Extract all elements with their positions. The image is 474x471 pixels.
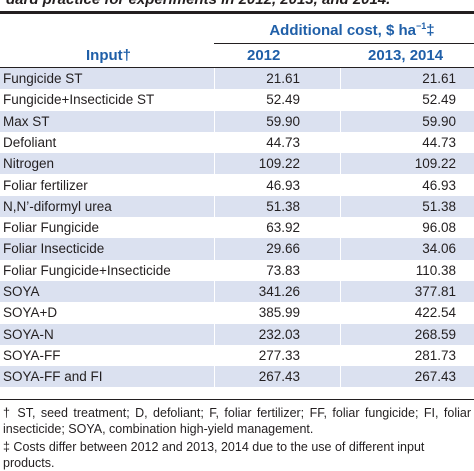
input-cell: Foliar Insecticide <box>3 241 105 257</box>
cost-2012-cell: 267.43 <box>258 369 300 385</box>
input-cell: SOYA-FF and FI <box>3 369 103 385</box>
cost-2013-2014-cell: 59.90 <box>422 113 456 129</box>
cost-2012-cell: 21.61 <box>266 71 300 86</box>
group-header-label: Additional cost, $ ha <box>269 22 417 39</box>
footnote-double-dagger: ‡ Costs differ between 2012 and 2013, 20… <box>3 440 425 470</box>
cost-2012-cell: 277.33 <box>258 347 300 363</box>
row-stripe <box>0 153 474 175</box>
input-cell: SOYA+D <box>3 305 58 321</box>
input-cell: SOYA <box>3 284 40 299</box>
cost-2012-cell: 59.90 <box>266 113 300 129</box>
table-row: Fungicide ST 21.61 21.61 <box>0 68 474 89</box>
table-row: N,N’-diformyl urea 51.38 51.38 <box>0 196 474 217</box>
table-row: Max ST 59.90 59.90 <box>0 111 474 132</box>
input-cell: Foliar Fungicide <box>3 220 100 236</box>
row-stripe <box>0 238 474 260</box>
row-stripe <box>0 195 474 218</box>
group-header-underline <box>214 43 474 44</box>
group-header-footnote-mark: ‡ <box>426 22 435 39</box>
table-row: SOYA+D 385.99 422.54 <box>0 302 474 323</box>
input-cell: N,N’-diformyl urea <box>3 198 112 214</box>
table-row: SOYA-FF 277.33 281.73 <box>0 345 474 366</box>
cost-2013-2014-cell: 44.73 <box>422 134 456 150</box>
input-cell: Foliar Fungicide+Insecticide <box>3 262 171 278</box>
table-row: SOYA 341.26 377.81 <box>0 281 474 302</box>
input-cell: SOYA-N <box>3 326 54 342</box>
table-row: Foliar Fungicide+Insecticide 73.83 110.38 <box>0 260 474 281</box>
header-rule <box>0 67 474 68</box>
column-header-2013-2014: 2013, 2014 <box>368 47 444 64</box>
cost-2013-2014-cell: 46.93 <box>422 177 456 193</box>
table-row: Fungicide+Insecticide ST 52.49 52.49 <box>0 89 474 110</box>
row-stripe <box>0 281 474 303</box>
table-caption: dard practice for experiments in 2012, 2… <box>6 0 390 8</box>
table-row: Nitrogen 109.22 109.22 <box>0 153 474 174</box>
cost-2012-cell: 341.26 <box>258 284 300 299</box>
input-cell: Fungicide ST <box>3 71 83 86</box>
row-stripe <box>0 323 474 345</box>
group-header-unit-exponent: −1 <box>416 21 427 31</box>
cost-2013-2014-cell: 51.38 <box>422 198 456 214</box>
input-cell: Nitrogen <box>3 156 55 172</box>
input-cell: Foliar fertilizer <box>3 177 88 193</box>
cost-2012-cell: 73.83 <box>266 262 300 278</box>
cost-2012-cell: 46.93 <box>266 177 300 193</box>
cost-2012-cell: 109.22 <box>258 156 300 172</box>
footnote-dagger: † ST, seed treatment; D, defoliant; F, f… <box>3 406 471 436</box>
input-cell: Fungicide+Insecticide ST <box>3 92 155 108</box>
cost-2013-2014-cell: 377.81 <box>414 284 456 299</box>
column-separator <box>340 68 341 398</box>
row-stripe <box>0 68 474 90</box>
column-header-input: Input† <box>86 47 131 64</box>
cost-2012-cell: 29.66 <box>266 241 300 257</box>
cost-2013-2014-cell: 109.22 <box>414 156 456 172</box>
group-header: Additional cost, $ ha−1‡ <box>230 21 474 39</box>
cost-2013-2014-cell: 268.59 <box>414 326 456 342</box>
cost-2012-cell: 232.03 <box>258 326 300 342</box>
table-row: SOYA-N 232.03 268.59 <box>0 324 474 345</box>
input-cell: SOYA-FF <box>3 347 61 363</box>
table-row: SOYA-FF and FI 267.43 267.43 <box>0 366 474 387</box>
column-separator <box>214 68 215 398</box>
cost-2012-cell: 51.38 <box>266 198 300 214</box>
cost-2013-2014-cell: 96.08 <box>422 220 456 236</box>
cost-2012-cell: 385.99 <box>258 305 300 321</box>
column-header-2012: 2012 <box>247 47 281 64</box>
cost-2013-2014-cell: 21.61 <box>422 71 456 86</box>
table-row: Defoliant 44.73 44.73 <box>0 132 474 153</box>
input-cell: Defoliant <box>3 134 57 150</box>
top-rule <box>0 11 474 14</box>
cost-2013-2014-cell: 267.43 <box>414 369 456 385</box>
row-stripe <box>0 110 474 132</box>
table-row: Foliar fertilizer 46.93 46.93 <box>0 175 474 196</box>
cost-2012-cell: 63.92 <box>266 220 300 236</box>
cost-2012-cell: 52.49 <box>266 92 300 108</box>
cost-2013-2014-cell: 34.06 <box>422 241 456 257</box>
table-row: Foliar Fungicide 63.92 96.08 <box>0 217 474 238</box>
input-cell: Max ST <box>3 113 50 129</box>
bottom-rule <box>0 399 474 400</box>
cost-2013-2014-cell: 52.49 <box>422 92 456 108</box>
row-stripe <box>0 366 474 388</box>
cost-2013-2014-cell: 110.38 <box>415 262 456 278</box>
cost-2013-2014-cell: 281.73 <box>414 347 456 363</box>
cost-2012-cell: 44.73 <box>266 134 300 150</box>
cost-2013-2014-cell: 422.54 <box>414 305 456 321</box>
table-row: Foliar Insecticide 29.66 34.06 <box>0 238 474 259</box>
table-caption-clip: dard practice for experiments in 2012, 2… <box>0 0 474 11</box>
